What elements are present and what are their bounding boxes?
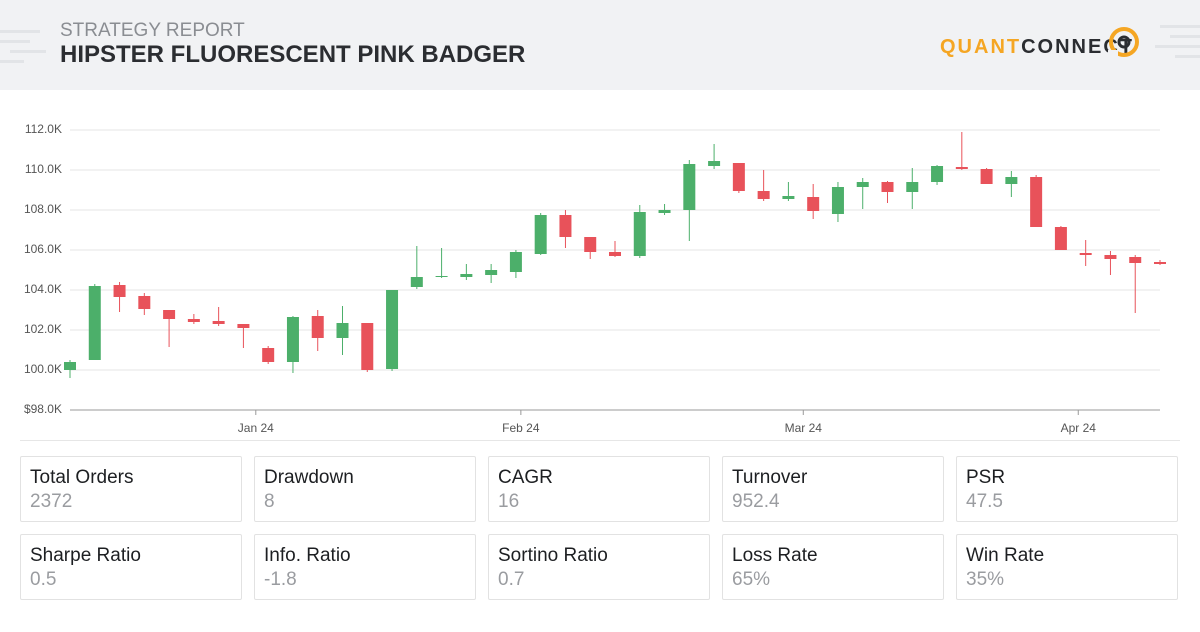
candle-body: [609, 252, 621, 256]
logo-text: CONNECT: [1021, 36, 1134, 58]
candle-body: [534, 215, 547, 254]
stat-card: CAGR 16: [488, 456, 710, 522]
stat-card: Total Orders 2372: [20, 456, 242, 522]
candle-body: [237, 324, 250, 328]
candle-body: [831, 187, 844, 214]
stat-card: Sharpe Ratio 0.5: [20, 534, 242, 600]
stat-card: PSR 47.5: [956, 456, 1178, 522]
stat-label: Loss Rate: [732, 545, 818, 566]
candle-body: [931, 166, 944, 182]
candle-body: [163, 310, 176, 319]
candle-body: [113, 285, 126, 297]
candle-body: [1129, 257, 1142, 263]
candle-body: [88, 286, 101, 360]
candle-body: [460, 274, 473, 277]
candle-body: [807, 197, 820, 211]
stat-value: 8: [264, 491, 275, 512]
candle-body: [955, 167, 968, 169]
candle-body: [658, 210, 671, 213]
candle-body: [509, 252, 522, 272]
candle-body: [485, 270, 498, 275]
chart: $98.0K 100.0K 102.0K 104.0K 106.0K 108.0K 110.…: [24, 122, 1166, 435]
x-tick-label: Mar 24: [785, 421, 823, 435]
decor: [1155, 25, 1200, 58]
stat-label: Win Rate: [966, 545, 1045, 566]
candle-body: [1005, 177, 1018, 184]
y-tick-label: 102.0K: [24, 322, 62, 336]
candle-body: [980, 169, 993, 184]
decor: [0, 30, 46, 63]
candle-body: [708, 161, 721, 166]
x-tick-label: Jan 24: [238, 421, 274, 435]
stat-value: 35%: [966, 569, 1005, 590]
stat-value: 47.5: [966, 491, 1003, 512]
y-tick-label: 110.0K: [25, 162, 62, 176]
stat-value: 952.4: [732, 491, 780, 512]
stat-value: -1.8: [264, 569, 297, 590]
y-tick-label: 106.0K: [24, 242, 62, 256]
candle-body: [1079, 253, 1092, 255]
stat-label: Drawdown: [264, 467, 354, 488]
candle-body: [361, 323, 374, 370]
logo-text: QUANT: [940, 36, 1022, 58]
y-tick-label: $98.0K: [24, 402, 62, 416]
stat-value: 0.7: [498, 569, 525, 590]
candle-body: [881, 182, 894, 192]
candle-body: [906, 182, 919, 192]
candle-body: [856, 182, 869, 187]
report-label: STRATEGY REPORT: [60, 20, 245, 41]
candle-body: [336, 323, 349, 338]
strategy-name: HIPSTER FLUORESCENT PINK BADGER: [60, 41, 526, 68]
stat-label: Sortino Ratio: [498, 545, 608, 566]
stat-card: Info. Ratio -1.8: [254, 534, 476, 600]
y-tick-label: 104.0K: [24, 282, 62, 296]
separator: [20, 440, 1180, 441]
candle-body: [732, 163, 745, 191]
candle-body: [262, 348, 275, 362]
candle-body: [410, 277, 423, 287]
candle-body: [757, 191, 770, 199]
stat-card: Turnover 952.4: [722, 456, 944, 522]
stat-label: Total Orders: [30, 467, 134, 488]
stat-value: 16: [498, 491, 520, 512]
candle-body: [435, 276, 448, 277]
stat-card: Drawdown 8: [254, 456, 476, 522]
x-tick-label: Apr 24: [1061, 421, 1097, 435]
x-tick-label: Feb 24: [502, 421, 540, 435]
candle-body: [1154, 262, 1166, 264]
candle-body: [1104, 255, 1117, 259]
stat-card: Loss Rate 65%: [722, 534, 944, 600]
y-tick-label: 100.0K: [24, 362, 62, 376]
y-tick-label: 112.0K: [25, 122, 62, 136]
stat-label: Turnover: [732, 467, 808, 488]
stat-label: Info. Ratio: [264, 545, 351, 566]
candle-body: [782, 196, 795, 199]
stat-card: Win Rate 35%: [956, 534, 1178, 600]
candle-body: [311, 316, 324, 338]
candle-body: [212, 321, 225, 324]
candle-body: [286, 317, 299, 362]
candle-body: [584, 237, 597, 252]
stat-label: PSR: [966, 467, 1006, 488]
stat-value: 2372: [30, 491, 73, 512]
stat-card: Sortino Ratio 0.7: [488, 534, 710, 600]
candle-body: [386, 290, 399, 369]
candle-body: [64, 362, 76, 370]
candle-body: [1030, 177, 1043, 227]
stat-label: CAGR: [498, 467, 553, 488]
stat-value: 65%: [732, 569, 771, 590]
candle-body: [1054, 227, 1067, 250]
header: STRATEGY REPORT HIPSTER FLUORESCENT PINK…: [0, 0, 1200, 90]
candle-body: [559, 215, 572, 237]
stat-label: Sharpe Ratio: [30, 545, 141, 566]
candle-body: [633, 212, 646, 256]
candle-body: [683, 164, 696, 210]
logo: QUANTCONNECT: [940, 36, 1134, 59]
candle-body: [138, 296, 151, 309]
logo-icon: [1108, 27, 1139, 58]
candle-body: [187, 319, 200, 322]
stat-value: 0.5: [30, 569, 57, 590]
y-tick-label: 108.0K: [24, 202, 62, 216]
